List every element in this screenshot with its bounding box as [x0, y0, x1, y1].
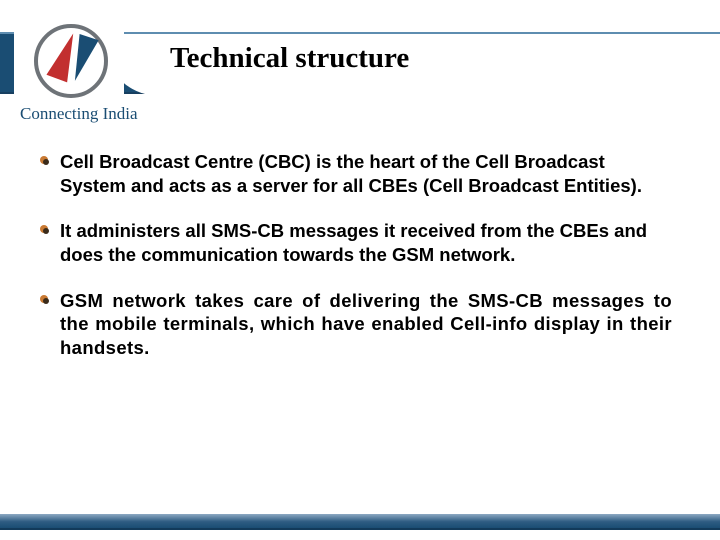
list-item: It administers all SMS-CB messages it re… — [40, 219, 672, 266]
footer-band — [0, 514, 720, 530]
bullet-icon — [40, 295, 50, 305]
bullet-text: Cell Broadcast Centre (CBC) is the heart… — [60, 150, 672, 197]
list-item: GSM network takes care of delivering the… — [40, 289, 672, 360]
bullet-icon — [40, 225, 50, 235]
bullet-text: GSM network takes care of delivering the… — [60, 289, 672, 360]
content-area: Cell Broadcast Centre (CBC) is the heart… — [40, 150, 672, 382]
list-item: Cell Broadcast Centre (CBC) is the heart… — [40, 150, 672, 197]
page-title: Technical structure — [170, 42, 409, 75]
bullet-icon — [40, 156, 50, 166]
bullet-text: It administers all SMS-CB messages it re… — [60, 219, 672, 266]
logo-tagline: Connecting India — [20, 104, 138, 124]
brand-logo: Connecting India — [14, 18, 124, 138]
